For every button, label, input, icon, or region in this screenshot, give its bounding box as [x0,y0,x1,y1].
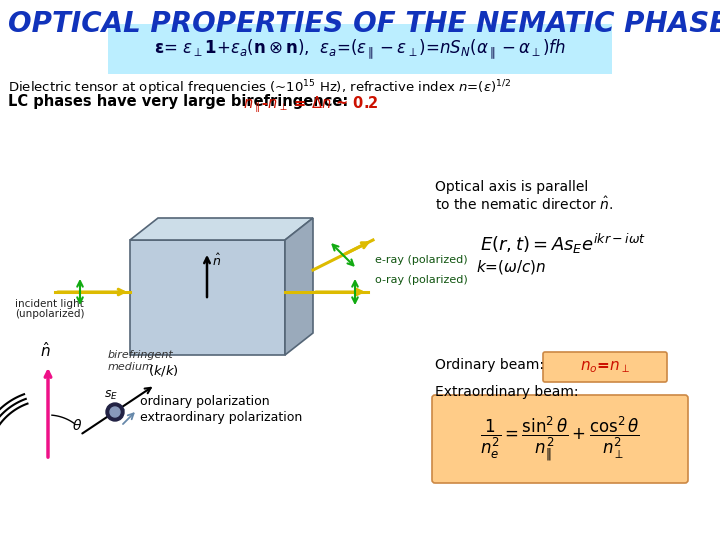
Text: Dielectric tensor at optical frequencies (~10$^{15}$ Hz), refractive index $n$=(: Dielectric tensor at optical frequencies… [8,78,511,98]
Text: $\boldsymbol{\varepsilon}$= $\varepsilon_{\perp}\mathbf{1}$+$\varepsilon_{a}(\ma: $\boldsymbol{\varepsilon}$= $\varepsilon… [154,37,566,61]
Text: $(k/k)$: $(k/k)$ [148,363,179,378]
Text: $\hat{n}$: $\hat{n}$ [212,253,221,269]
Text: $\dfrac{1}{n_e^2} = \dfrac{\sin^2\theta}{n_{\|}^2} + \dfrac{\cos^2\theta}{n_{\pe: $\dfrac{1}{n_e^2} = \dfrac{\sin^2\theta}… [480,415,640,463]
Circle shape [110,407,120,417]
FancyBboxPatch shape [543,352,667,382]
Circle shape [106,403,124,421]
Polygon shape [130,218,313,240]
Text: ordinary polarization: ordinary polarization [140,395,269,408]
Text: $n_o$=$n_{\perp}$: $n_o$=$n_{\perp}$ [580,359,630,375]
Text: extraordinary polarization: extraordinary polarization [140,411,302,424]
FancyBboxPatch shape [108,24,612,74]
Text: $k$=($\omega/c$)$n$: $k$=($\omega/c$)$n$ [476,258,546,276]
Text: Extraordinary beam:: Extraordinary beam: [435,385,578,399]
Text: $n_{\parallel}$-$n_{\perp}$ = $\Delta n$ ~ 0.2: $n_{\parallel}$-$n_{\perp}$ = $\Delta n$… [243,94,379,114]
Text: $\mathbf{\it E}(r,t) = \mathbf{\it A}\mathit{s}_E e^{ikr-i\omega t}$: $\mathbf{\it E}(r,t) = \mathbf{\it A}\ma… [480,232,646,256]
Text: e-ray (polarized): e-ray (polarized) [375,255,467,265]
Text: to the nematic director $\hat{n}$.: to the nematic director $\hat{n}$. [435,196,613,213]
Text: LC phases have very large birefringence:: LC phases have very large birefringence: [8,94,364,109]
Text: $\theta$: $\theta$ [72,418,82,433]
Text: $s_E$: $s_E$ [104,389,118,402]
Text: incident light: incident light [15,299,84,309]
Text: o-ray (polarized): o-ray (polarized) [375,275,468,285]
Text: (unpolarized): (unpolarized) [15,309,84,319]
Text: Optical axis is parallel: Optical axis is parallel [435,180,588,194]
Text: $\hat{n}$: $\hat{n}$ [40,341,50,360]
Text: OPTICAL PROPERTIES OF THE NEMATIC PHASE: OPTICAL PROPERTIES OF THE NEMATIC PHASE [8,10,720,38]
Polygon shape [285,218,313,355]
Text: medium: medium [108,362,154,372]
Polygon shape [130,240,285,355]
Text: birefringent: birefringent [108,350,174,360]
FancyBboxPatch shape [432,395,688,483]
Text: Ordinary beam:: Ordinary beam: [435,358,549,372]
